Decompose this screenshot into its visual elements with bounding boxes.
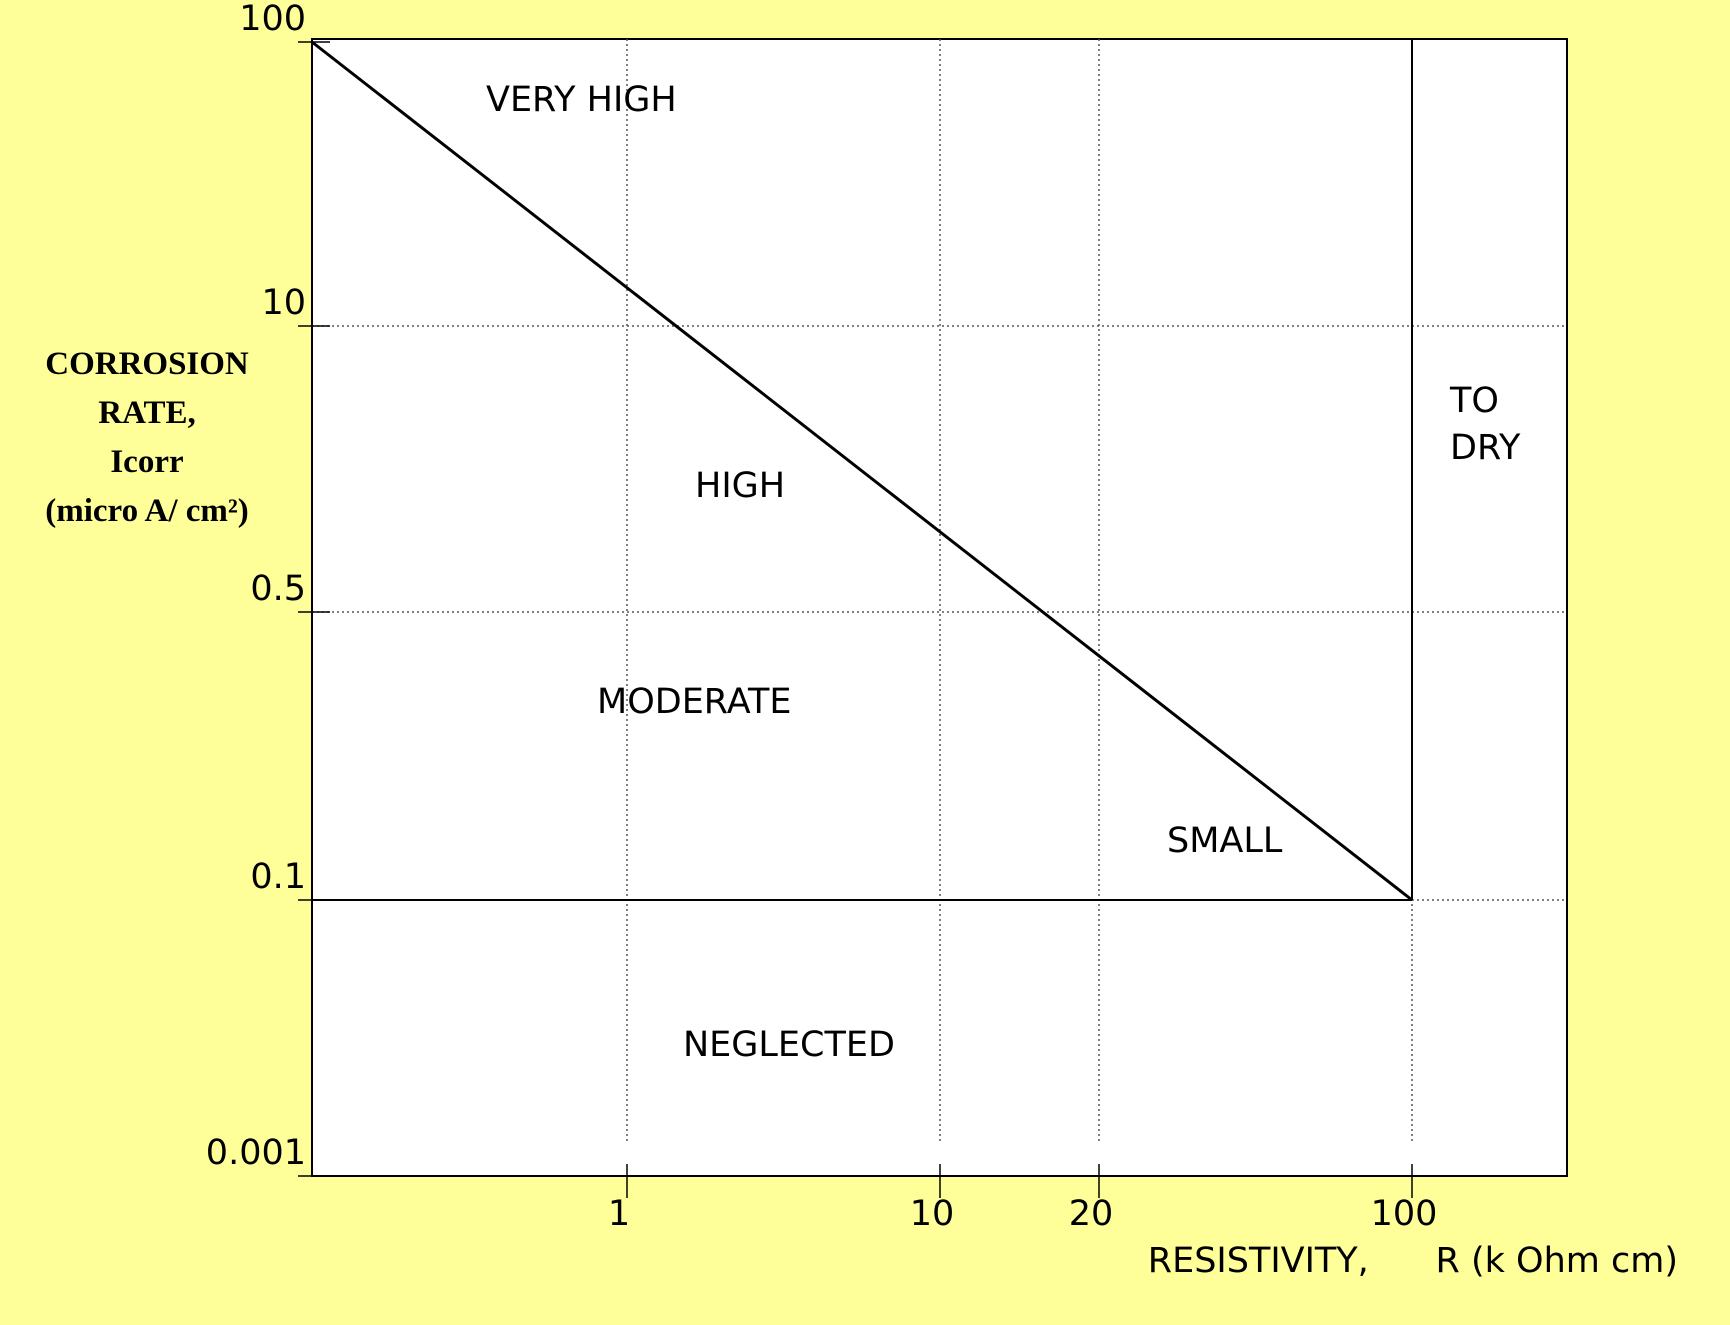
y-tick-label: 10	[261, 283, 306, 323]
y-tick-label: 0.1	[250, 857, 306, 897]
region-label: MODERATE	[597, 682, 792, 722]
y-axis-label-line: CORROSION	[45, 346, 249, 382]
x-tick-label: 1	[608, 1194, 630, 1234]
region-label: HIGH	[695, 466, 786, 506]
x-tick-label: 20	[1069, 1194, 1114, 1234]
region-label: NEGLECTED	[683, 1025, 895, 1065]
y-tick-label: 100	[239, 0, 306, 39]
plot-area	[311, 38, 1568, 1177]
region-label: SMALL	[1167, 821, 1283, 861]
x-axis-label: RESISTIVITY, R (k Ohm cm)	[1148, 1241, 1678, 1281]
region-label: TO DRY	[1450, 381, 1521, 468]
y-tick-label: 0.001	[206, 1133, 306, 1173]
y-axis-label: CORROSION RATE, Icorr (micro A/ cm²)	[45, 346, 249, 529]
y-axis-label-line: (micro A/ cm²)	[45, 493, 249, 529]
data-line	[311, 40, 1413, 902]
y-axis-label-line: RATE,	[98, 395, 196, 431]
x-tick-label: 100	[1371, 1194, 1438, 1234]
y-axis-label-line: Icorr	[110, 444, 183, 480]
x-tick-label: 10	[910, 1194, 955, 1234]
y-tick-label: 0.5	[250, 569, 306, 609]
region-label: VERY HIGH	[486, 80, 677, 120]
